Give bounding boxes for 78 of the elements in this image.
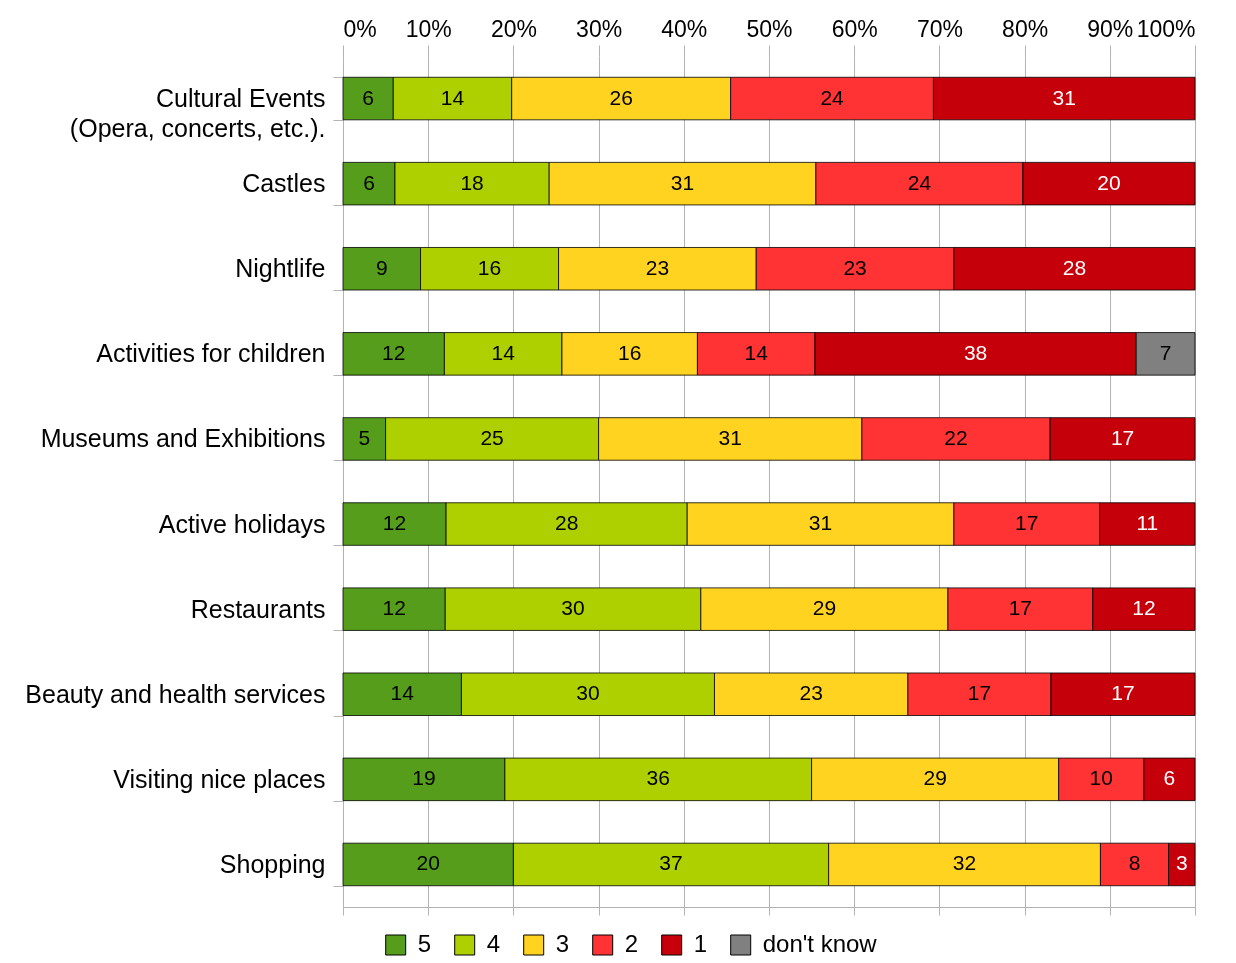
data-label: 6 bbox=[362, 85, 374, 109]
data-label: 23 bbox=[799, 681, 823, 705]
legend-label: 4 bbox=[486, 930, 501, 957]
data-label: 12 bbox=[382, 596, 406, 620]
data-label: 29 bbox=[923, 766, 947, 790]
data-label: 14 bbox=[440, 85, 465, 109]
data-label: 9 bbox=[375, 255, 388, 279]
data-label: 30 bbox=[576, 681, 600, 705]
data-label: 3 bbox=[1175, 851, 1188, 875]
y-tick-label: Activities for children bbox=[96, 339, 326, 368]
x-tick-label: 40% bbox=[661, 15, 708, 42]
data-label: 37 bbox=[659, 851, 683, 875]
data-label: 24 bbox=[820, 85, 845, 109]
x-tick-label: 100% bbox=[1136, 15, 1196, 42]
data-label: 17 bbox=[967, 681, 992, 705]
data-label: 23 bbox=[843, 255, 867, 279]
y-tick-label: Cultural Events (Opera, concerts, etc.). bbox=[69, 84, 326, 143]
x-tick-label: 60% bbox=[831, 15, 878, 42]
data-label: 25 bbox=[480, 425, 504, 449]
data-label: 16 bbox=[477, 255, 502, 279]
y-tick-label: Visiting nice places bbox=[113, 764, 326, 793]
data-label: 28 bbox=[554, 511, 579, 535]
data-label: 19 bbox=[412, 766, 436, 790]
x-tick-label: 90% bbox=[1087, 15, 1134, 42]
data-label: 31 bbox=[670, 170, 695, 194]
data-label: 12 bbox=[382, 340, 406, 364]
legend-label: 5 bbox=[417, 930, 432, 957]
data-label: 31 bbox=[808, 511, 833, 535]
x-tick-label: 10% bbox=[405, 15, 452, 42]
data-label: 14 bbox=[491, 340, 516, 364]
x-tick-label: 30% bbox=[576, 15, 623, 42]
data-label: 12 bbox=[1132, 596, 1156, 620]
data-label: 5 bbox=[358, 425, 371, 449]
data-label: 17 bbox=[1111, 681, 1135, 705]
data-label: 23 bbox=[645, 255, 670, 279]
y-tick-label: Restaurants bbox=[190, 594, 326, 623]
legend-label: 2 bbox=[624, 930, 639, 957]
data-label: 17 bbox=[1110, 425, 1135, 449]
y-tick-label: Active holidays bbox=[158, 509, 326, 538]
data-label: 30 bbox=[561, 596, 585, 620]
legend-label: 3 bbox=[555, 930, 570, 957]
legend-label: don't know bbox=[762, 930, 878, 957]
y-tick-label: Beauty and health services bbox=[25, 679, 326, 708]
data-label: 18 bbox=[460, 170, 484, 194]
data-label: 10 bbox=[1089, 766, 1113, 790]
data-label: 38 bbox=[963, 340, 988, 364]
data-label: 17 bbox=[1008, 596, 1033, 620]
data-label: 22 bbox=[944, 425, 968, 449]
data-label: 31 bbox=[1052, 85, 1076, 109]
data-label: 14 bbox=[744, 340, 769, 364]
data-label: 24 bbox=[907, 170, 932, 194]
legend-label: 1 bbox=[693, 930, 708, 957]
x-tick-label: 0% bbox=[343, 15, 377, 42]
y-tick-label: Castles bbox=[242, 169, 326, 198]
data-label: 8 bbox=[1128, 851, 1141, 875]
data-label: 14 bbox=[390, 681, 415, 705]
data-label: 36 bbox=[646, 766, 670, 790]
data-label: 16 bbox=[618, 340, 642, 364]
x-tick-label: 70% bbox=[916, 15, 963, 42]
data-label: 7 bbox=[1159, 340, 1172, 364]
data-label: 6 bbox=[363, 170, 375, 194]
data-label: 20 bbox=[1097, 170, 1121, 194]
x-tick-label: 20% bbox=[490, 15, 537, 42]
x-tick-label: 50% bbox=[746, 15, 793, 42]
y-tick-label: Museums and Exhibitions bbox=[40, 424, 326, 453]
y-tick-label: Shopping bbox=[219, 849, 326, 878]
data-label: 26 bbox=[609, 85, 633, 109]
data-label: 31 bbox=[718, 425, 742, 449]
data-label: 12 bbox=[382, 511, 407, 535]
data-label: 20 bbox=[416, 851, 440, 875]
data-label: 28 bbox=[1062, 255, 1087, 279]
data-label: 29 bbox=[812, 596, 837, 620]
y-tick-label: Nightlife bbox=[235, 254, 326, 283]
data-label: 6 bbox=[1163, 766, 1176, 790]
data-label: 11 bbox=[1136, 511, 1159, 535]
x-tick-label: 80% bbox=[1002, 15, 1049, 42]
data-label: 17 bbox=[1015, 511, 1039, 535]
data-label: 32 bbox=[952, 851, 977, 875]
